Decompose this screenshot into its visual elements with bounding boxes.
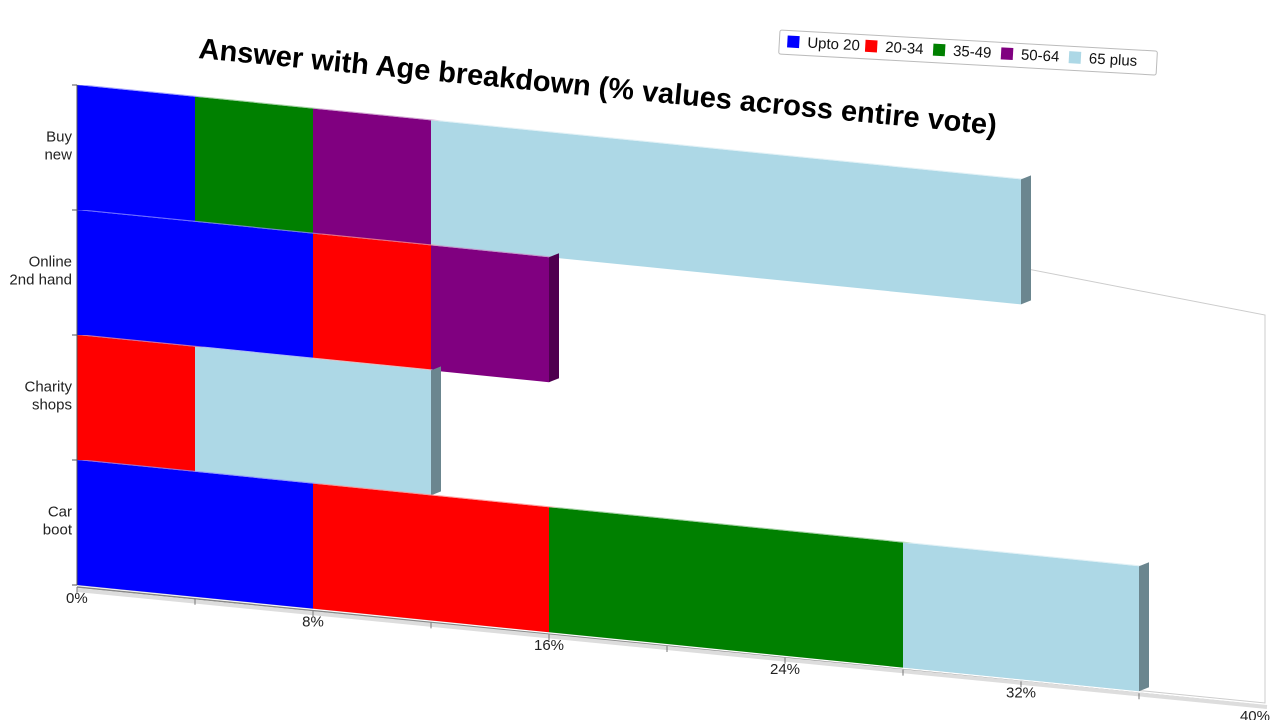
legend-label: Upto 20	[807, 35, 860, 55]
bar-top-face	[313, 483, 559, 508]
category-label: Online 2nd hand	[9, 254, 72, 289]
legend-swatch	[1068, 51, 1082, 64]
bar-segment-50-64-1	[431, 245, 549, 383]
legend-label: 50-64	[1021, 47, 1060, 66]
bar-segment-upto-20-3	[77, 460, 313, 609]
bar-end-cap	[549, 253, 559, 383]
legend-swatch	[787, 35, 800, 49]
x-tick-label: 0%	[66, 590, 88, 607]
bar-top-face	[431, 120, 1031, 180]
bar-segment-65-plus-3	[903, 542, 1139, 692]
bar-top-face	[77, 210, 323, 234]
bar-segment-20-34-1	[313, 233, 431, 371]
legend-swatch	[932, 43, 946, 57]
legend-swatch	[864, 39, 878, 53]
bar-top-face	[77, 85, 205, 97]
bar-top-face	[195, 346, 441, 371]
bar-top-face	[549, 507, 913, 543]
bar-end-cap	[1139, 562, 1149, 692]
bar-top-face	[77, 335, 205, 347]
bar-segment-upto-20-0	[77, 85, 195, 222]
x-tick-label: 40%	[1240, 708, 1270, 720]
x-axis-floor	[76, 588, 1268, 709]
x-tick-label: 32%	[1006, 684, 1036, 701]
legend-label: 35-49	[953, 43, 992, 62]
bar-segment-20-34-3	[313, 483, 549, 633]
bar-end-cap	[431, 366, 441, 496]
bar-end-cap	[1021, 175, 1031, 305]
legend-label: 20-34	[885, 39, 924, 58]
bar-segment-20-34-2	[77, 335, 195, 472]
category-label: Charity shops	[24, 379, 72, 414]
legend-box: Upto 20 20-34 35-49 50-64 65 plus	[778, 29, 1158, 76]
category-label: Car boot	[43, 504, 73, 539]
bars-group	[77, 85, 1149, 692]
bar-top-face	[313, 233, 441, 246]
bar-segment-65-plus-2	[195, 346, 431, 496]
x-tick-label: 16%	[534, 637, 564, 654]
bar-top-face	[903, 542, 1149, 567]
bar-segment-65-plus-0	[431, 120, 1021, 305]
bar-segment-upto-20-1	[77, 210, 313, 359]
category-label: Buy new	[44, 129, 72, 164]
bar-top-face	[77, 460, 323, 484]
legend-label: 65 plus	[1088, 50, 1137, 70]
bar-segment-35-49-3	[549, 507, 903, 668]
bar-top-face	[313, 108, 441, 121]
legend: Upto 20 20-34 35-49 50-64 65 plus	[778, 29, 1158, 76]
bar-segment-50-64-0	[313, 108, 431, 246]
bar-top-face	[431, 245, 559, 258]
legend-swatch	[1000, 47, 1014, 61]
bar-segment-35-49-0	[195, 96, 313, 234]
x-tick-label: 8%	[302, 614, 324, 631]
axes-group: Buy new Online 2nd hand Charity shops Car boot 0…	[9, 84, 1270, 720]
x-tick-label: 24%	[770, 661, 800, 678]
bar-top-face	[195, 96, 323, 109]
